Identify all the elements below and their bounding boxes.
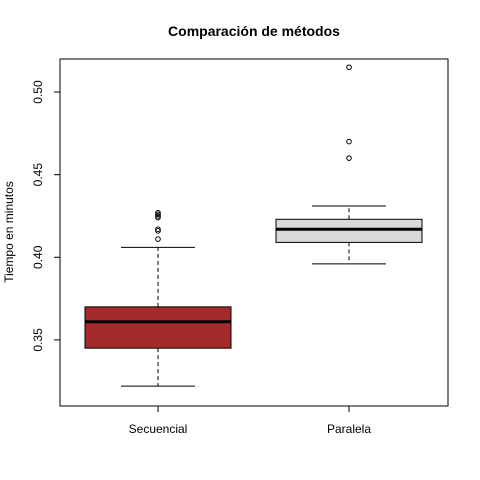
chart-title: Comparación de métodos	[168, 23, 340, 39]
box-paralela	[275, 64, 423, 265]
box-iqr	[84, 306, 232, 349]
x-tick-label: Paralela	[327, 422, 371, 436]
y-tick-label: 0.40	[31, 245, 45, 269]
outlier-point	[155, 236, 161, 242]
x-tick-label: Secuencial	[129, 422, 188, 436]
y-tick-label: 0.50	[31, 80, 45, 104]
outlier-point	[155, 213, 161, 219]
box-series	[84, 64, 423, 387]
y-axis-label: Tiempo en minutos	[2, 181, 16, 283]
plot-frame	[59, 58, 449, 407]
outlier-point	[155, 228, 161, 234]
outlier-point	[346, 64, 352, 71]
outlier-point	[155, 209, 161, 216]
outlier-point	[155, 226, 161, 232]
y-axis: 0.35 0.40 0.45 0.50	[31, 80, 60, 352]
x-axis: Secuencial Paralela	[129, 406, 371, 436]
y-tick-label: 0.35	[31, 328, 45, 352]
outlier-point	[155, 211, 161, 218]
box-secuencial	[84, 209, 232, 387]
y-tick-label: 0.45	[31, 163, 45, 187]
outlier-point	[346, 155, 352, 161]
box-iqr	[275, 218, 423, 243]
outlier-point	[346, 138, 352, 145]
